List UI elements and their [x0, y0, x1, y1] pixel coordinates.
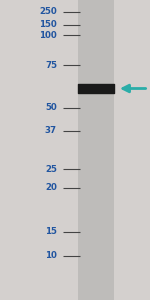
Text: 10: 10 [45, 251, 57, 260]
Text: 20: 20 [45, 183, 57, 192]
Text: 15: 15 [45, 227, 57, 236]
Text: 50: 50 [45, 103, 57, 112]
Text: 25: 25 [45, 165, 57, 174]
Text: 150: 150 [39, 20, 57, 29]
Text: 250: 250 [39, 8, 57, 16]
Bar [78, 0, 114, 300]
Text: 75: 75 [45, 61, 57, 70]
Text: 100: 100 [39, 31, 57, 40]
Text: 37: 37 [45, 126, 57, 135]
